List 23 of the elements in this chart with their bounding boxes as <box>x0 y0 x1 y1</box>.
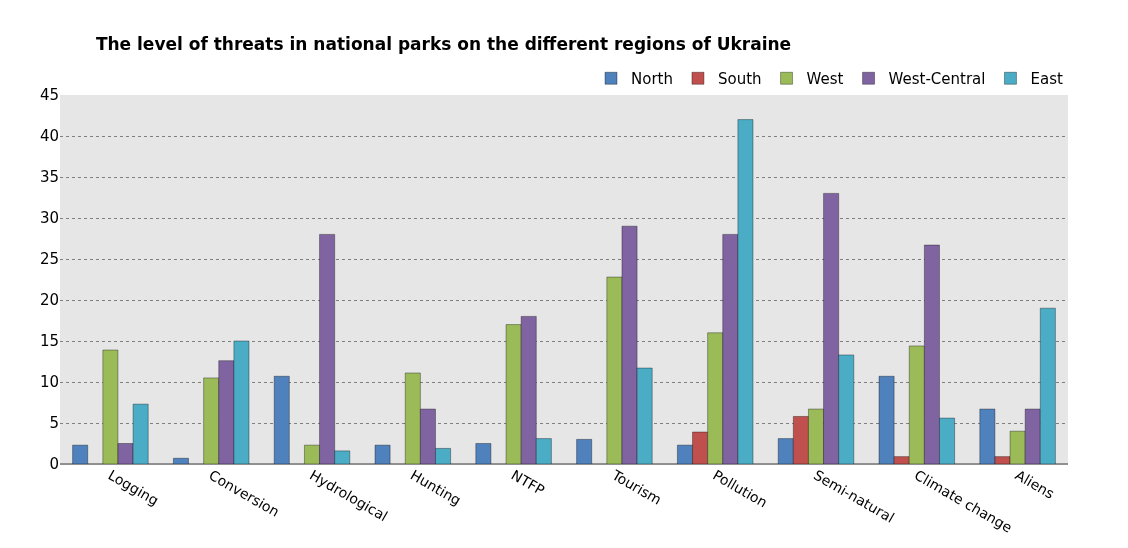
y-tick-label: 10 <box>39 373 59 392</box>
y-tick-label: 40 <box>39 127 59 146</box>
bar <box>273 375 290 464</box>
y-tick-label: 0 <box>49 455 59 474</box>
legend-label: East <box>1030 70 1063 89</box>
legend-label: West <box>806 70 844 89</box>
bar <box>172 457 190 464</box>
bar <box>72 444 89 464</box>
bar <box>475 443 492 464</box>
bar <box>576 438 593 464</box>
legend-label: North <box>631 70 673 89</box>
legend-label: South <box>717 70 762 89</box>
y-tick-label: 35 <box>39 168 59 187</box>
legend-label: West-Central <box>888 70 986 89</box>
chart-title: The level of threats in national parks on the different regions of Ukraine <box>95 34 792 55</box>
y-tick-label: 30 <box>39 209 59 228</box>
y-tick-label: 45 <box>39 86 59 105</box>
y-tick-label: 25 <box>39 250 59 269</box>
y-tick-label: 5 <box>49 414 59 433</box>
y-tick-label: 20 <box>39 291 59 310</box>
x-tick-label: NTFP <box>508 466 548 499</box>
bar <box>374 444 391 464</box>
y-tick-label: 15 <box>39 332 59 351</box>
